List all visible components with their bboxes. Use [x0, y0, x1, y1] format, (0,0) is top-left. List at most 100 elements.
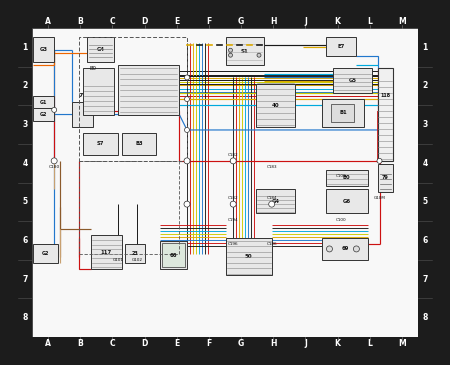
- Bar: [91, 235, 122, 269]
- Circle shape: [229, 48, 233, 52]
- Text: 40: 40: [272, 103, 279, 108]
- Text: G: G: [238, 16, 244, 26]
- Text: 3: 3: [22, 120, 27, 129]
- Text: M: M: [398, 16, 406, 26]
- Text: 3: 3: [423, 120, 427, 129]
- Text: B: B: [77, 16, 83, 26]
- Text: C182: C182: [228, 196, 238, 200]
- Bar: [225, 238, 272, 275]
- Text: 8: 8: [422, 313, 427, 322]
- Text: C196: C196: [228, 242, 238, 246]
- Bar: [322, 238, 368, 260]
- Bar: [432, 351, 450, 365]
- Circle shape: [231, 158, 236, 164]
- Text: E7: E7: [338, 44, 345, 49]
- Text: J: J: [304, 16, 307, 26]
- Circle shape: [377, 158, 382, 164]
- Bar: [83, 133, 118, 155]
- Text: C: C: [110, 339, 115, 349]
- Circle shape: [230, 201, 236, 207]
- Circle shape: [184, 75, 189, 80]
- Circle shape: [230, 158, 236, 164]
- Bar: [33, 244, 58, 263]
- Text: G1: G1: [40, 100, 47, 105]
- Text: A: A: [45, 339, 51, 349]
- Text: M: M: [398, 339, 406, 349]
- Text: C180: C180: [49, 165, 60, 169]
- Text: G6: G6: [343, 199, 351, 204]
- Bar: [118, 65, 179, 115]
- Bar: [256, 189, 295, 214]
- Text: 7: 7: [22, 274, 28, 284]
- Circle shape: [184, 158, 189, 164]
- Bar: [432, 0, 450, 14]
- Text: C100: C100: [336, 174, 346, 178]
- Circle shape: [184, 97, 189, 101]
- Bar: [160, 241, 187, 269]
- Circle shape: [184, 127, 189, 132]
- Text: D: D: [141, 339, 148, 349]
- Text: C: C: [110, 16, 115, 26]
- Text: F: F: [206, 16, 211, 26]
- Text: C194: C194: [228, 218, 238, 222]
- Text: 4: 4: [22, 159, 27, 168]
- Text: 7: 7: [422, 274, 427, 284]
- Bar: [0, 351, 18, 365]
- Bar: [326, 189, 368, 214]
- Bar: [418, 14, 432, 351]
- Text: K: K: [335, 16, 341, 26]
- Text: 6: 6: [22, 236, 27, 245]
- Text: 1: 1: [423, 43, 427, 52]
- Bar: [162, 243, 185, 268]
- Text: G10M: G10M: [374, 196, 386, 200]
- Bar: [256, 84, 295, 127]
- Text: G5: G5: [349, 78, 356, 83]
- Text: J: J: [304, 339, 307, 349]
- Text: 50: 50: [245, 254, 252, 259]
- Circle shape: [184, 158, 190, 164]
- Bar: [33, 37, 54, 62]
- Text: C183: C183: [266, 165, 277, 169]
- Bar: [122, 133, 156, 155]
- Text: C182: C182: [228, 153, 238, 157]
- Text: G101: G101: [112, 258, 123, 262]
- Bar: [33, 108, 54, 121]
- Text: H: H: [270, 16, 276, 26]
- Circle shape: [269, 201, 274, 207]
- Circle shape: [257, 53, 261, 57]
- Text: G4: G4: [96, 47, 104, 52]
- Text: 23: 23: [132, 251, 139, 256]
- Text: 79: 79: [382, 175, 389, 180]
- Circle shape: [229, 53, 233, 57]
- Bar: [331, 104, 355, 122]
- Bar: [225, 37, 264, 65]
- Text: 6: 6: [423, 236, 427, 245]
- Text: S1: S1: [241, 49, 248, 54]
- Text: 7: 7: [79, 93, 83, 99]
- Bar: [18, 14, 32, 351]
- Circle shape: [184, 201, 189, 207]
- Text: B0: B0: [343, 175, 351, 180]
- Circle shape: [231, 201, 236, 207]
- Bar: [32, 14, 418, 28]
- Text: H: H: [270, 339, 276, 349]
- Circle shape: [326, 246, 333, 252]
- Circle shape: [52, 107, 57, 112]
- Bar: [326, 170, 368, 185]
- Text: 66: 66: [170, 253, 177, 258]
- Text: E: E: [174, 16, 180, 26]
- Text: D: D: [141, 16, 148, 26]
- Text: 69: 69: [341, 246, 349, 251]
- Text: G: G: [238, 339, 244, 349]
- Bar: [33, 96, 54, 108]
- Text: F: F: [206, 339, 211, 349]
- Bar: [32, 337, 418, 351]
- Text: L: L: [367, 16, 372, 26]
- Text: G2: G2: [42, 251, 49, 256]
- Bar: [326, 37, 356, 56]
- Text: L: L: [367, 339, 372, 349]
- Text: E: E: [174, 339, 180, 349]
- Text: A: A: [45, 16, 51, 26]
- Bar: [72, 102, 93, 127]
- Text: C184: C184: [266, 196, 277, 200]
